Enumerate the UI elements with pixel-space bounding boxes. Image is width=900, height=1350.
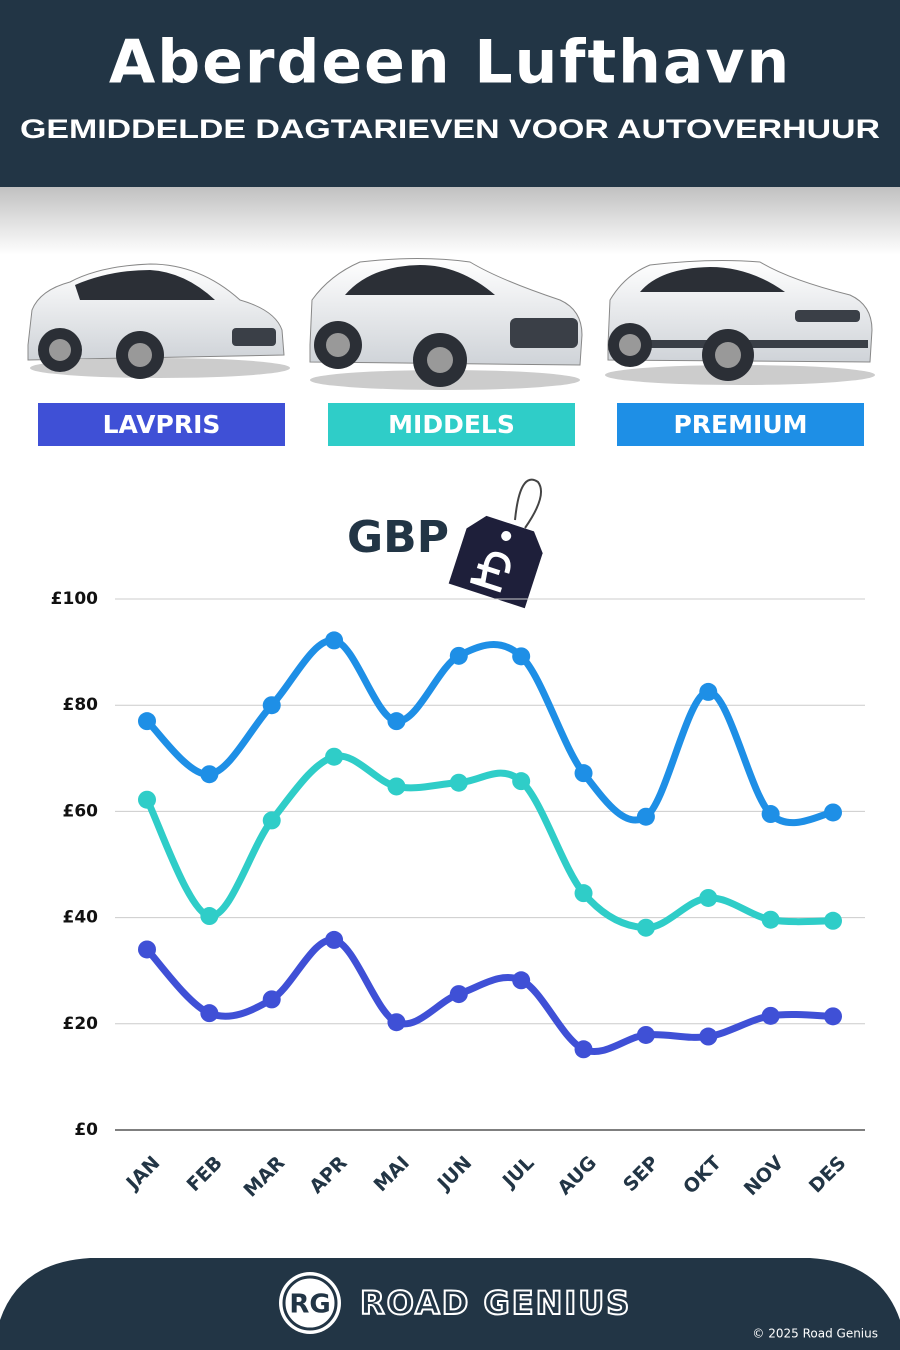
- data-point: [636, 807, 655, 826]
- series-line: [143, 936, 837, 1055]
- x-tick-label: AUG: [553, 1152, 600, 1199]
- car-economy: [27, 263, 290, 379]
- logo-text: RG: [289, 1290, 330, 1320]
- series-line: [143, 752, 837, 932]
- data-point: [387, 777, 406, 796]
- data-point: [761, 805, 780, 824]
- series-line: [143, 636, 837, 827]
- x-tick-label: OKT: [679, 1152, 726, 1199]
- data-point: [824, 911, 842, 930]
- data-point: [262, 696, 281, 715]
- data-point: [387, 1013, 406, 1032]
- data-point: [636, 1025, 655, 1044]
- data-point: [574, 764, 593, 783]
- data-point: [325, 930, 344, 949]
- data-point: [699, 1027, 718, 1046]
- title: Aberdeen Lufthavn: [109, 28, 791, 98]
- data-point: [387, 712, 406, 731]
- y-tick-label: £20: [63, 1014, 99, 1034]
- data-point: [138, 940, 156, 959]
- x-tick-label: MAI: [370, 1152, 414, 1196]
- data-point: [262, 811, 281, 830]
- legend-box: [328, 403, 575, 446]
- currency-label: GBP: [347, 512, 449, 563]
- data-point: [824, 803, 842, 822]
- copyright: © 2025 Road Genius: [752, 1327, 878, 1341]
- legend-box: [38, 403, 285, 446]
- x-tick-label: DES: [805, 1152, 851, 1198]
- footer: [0, 1258, 900, 1350]
- data-point: [636, 918, 655, 937]
- data-point: [262, 990, 281, 1009]
- data-point: [138, 712, 156, 731]
- data-point: [138, 790, 156, 809]
- data-point: [574, 1040, 593, 1059]
- data-point: [574, 884, 593, 903]
- data-point: [761, 910, 780, 929]
- car-premium: [605, 260, 875, 385]
- x-tick-label: JUN: [432, 1152, 476, 1196]
- x-tick-label: NOV: [740, 1152, 788, 1200]
- data-point: [200, 765, 219, 784]
- subtitle: GEMIDDELDE DAGTARIEVEN VOOR AUTOVERHUUR: [20, 114, 880, 144]
- data-point: [325, 747, 344, 766]
- legend-label: PREMIUM: [673, 410, 807, 439]
- x-tick-label: JAN: [121, 1152, 165, 1196]
- data-point: [512, 647, 531, 666]
- legend-box: [617, 403, 864, 446]
- x-tick-label: JUL: [497, 1152, 538, 1193]
- y-tick-label: £80: [63, 695, 99, 715]
- data-point: [699, 682, 718, 701]
- y-tick-label: £0: [74, 1120, 98, 1140]
- y-tick-label: £60: [63, 801, 99, 821]
- brand-name: ROAD GENIUS: [360, 1284, 631, 1322]
- data-point: [699, 888, 718, 907]
- data-point: [512, 971, 531, 990]
- legend-label: MIDDELS: [388, 410, 515, 439]
- data-point: [325, 631, 344, 650]
- data-point: [449, 646, 468, 665]
- header-shadow: [0, 185, 900, 255]
- data-point: [824, 1007, 842, 1026]
- car-mid: [309, 258, 583, 390]
- y-tick-label: £100: [51, 589, 98, 609]
- x-tick-label: SEP: [619, 1152, 663, 1196]
- legend-label: LAVPRIS: [103, 410, 221, 439]
- data-point: [449, 773, 468, 792]
- data-point: [512, 772, 531, 791]
- data-point: [761, 1006, 780, 1025]
- x-tick-label: MAR: [239, 1152, 289, 1202]
- header: [0, 0, 900, 187]
- logo-circle: [279, 1272, 341, 1334]
- y-tick-label: £40: [63, 908, 99, 928]
- data-point: [449, 985, 468, 1004]
- price-tag-icon: [448, 478, 543, 609]
- logo-ring: [282, 1275, 338, 1331]
- data-point: [200, 1004, 219, 1023]
- x-tick-label: FEB: [183, 1152, 227, 1196]
- x-tick-label: APR: [305, 1152, 351, 1198]
- data-point: [200, 907, 219, 926]
